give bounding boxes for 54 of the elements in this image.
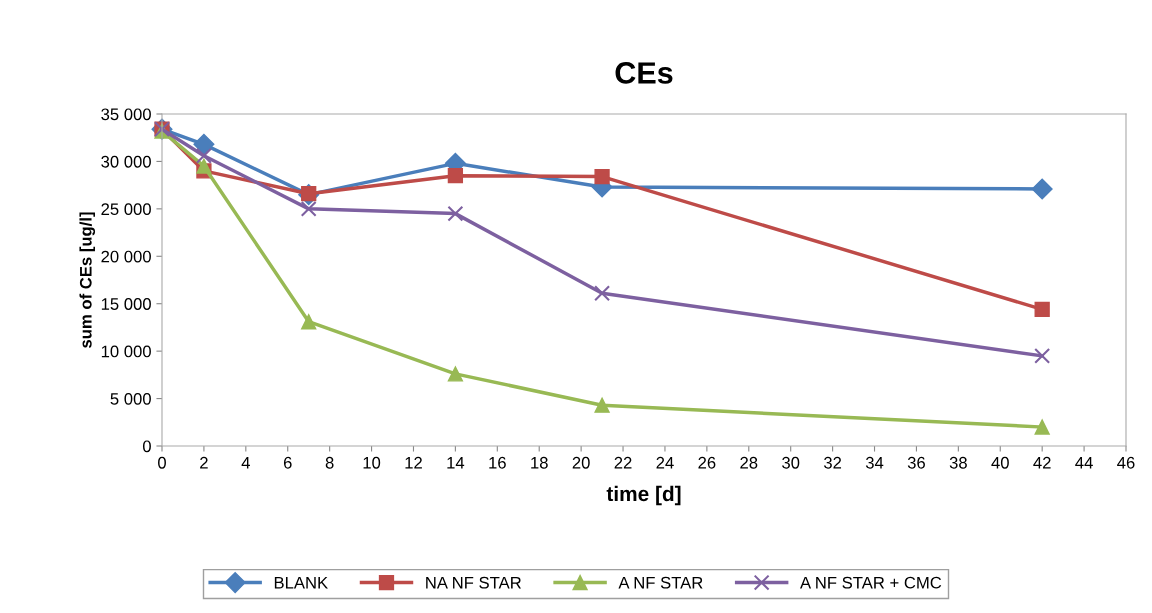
x-tick-label: 24 <box>656 456 674 469</box>
x-tick-label: 0 <box>158 456 166 469</box>
legend-label: A NF STAR + CMC <box>800 576 942 589</box>
point <box>447 205 464 222</box>
point <box>1034 419 1050 435</box>
y-axis-title: sum of CEs [ug/l] <box>79 212 96 348</box>
x-tick-label: 10 <box>363 456 381 469</box>
y-tick-label: 35 000 <box>101 108 151 121</box>
y-tick-label: 15 000 <box>101 298 151 310</box>
point <box>300 200 317 217</box>
legend-label: NA NF STAR <box>426 576 521 589</box>
x-tick-label: 44 <box>1075 457 1093 469</box>
x-tick-label: 12 <box>405 456 422 469</box>
x-tick-label: 4 <box>241 457 250 469</box>
x-tick-label: 8 <box>325 456 334 469</box>
x-tick-label: 14 <box>447 457 465 469</box>
point <box>195 147 212 164</box>
x-tick-label: 46 <box>1117 456 1135 469</box>
point <box>594 397 610 413</box>
x-tick-label: 22 <box>614 456 632 469</box>
x-tick-label: 28 <box>740 456 758 469</box>
x-tick-label: 36 <box>907 456 925 469</box>
point <box>594 285 611 302</box>
legend-label: BLANK <box>274 576 328 589</box>
x-tick-label: 30 <box>782 456 800 469</box>
point <box>447 168 464 184</box>
legend-label: A NF STAR <box>618 576 703 589</box>
point <box>1031 178 1053 200</box>
point <box>1034 301 1050 318</box>
x-tick-label: 34 <box>865 456 884 469</box>
y-tick-label: 25 000 <box>101 203 151 216</box>
point <box>1034 347 1051 364</box>
x-tick-label: 40 <box>991 456 1009 469</box>
y-tick-label: 0 <box>142 440 151 453</box>
y-tick-label: 10 000 <box>101 345 151 358</box>
x-tick-label: 6 <box>283 456 292 469</box>
chart-title: CEs <box>615 62 673 84</box>
x-tick-label: 32 <box>823 456 842 469</box>
x-tick-label: 38 <box>949 456 967 469</box>
point <box>196 158 212 174</box>
x-tick-label: 42 <box>1033 456 1051 469</box>
point <box>193 133 215 155</box>
point <box>594 168 610 185</box>
x-tick-label: 26 <box>698 456 716 469</box>
y-tick-label: 5 000 <box>110 392 151 405</box>
point <box>301 314 317 330</box>
x-tick-label: 16 <box>489 456 506 469</box>
x-tick-label: 2 <box>200 456 208 469</box>
x-tick-label: 18 <box>531 456 548 469</box>
y-tick-label: 20 000 <box>101 250 151 263</box>
x-axis-title: time [d] <box>606 485 681 506</box>
y-tick-label: 30 000 <box>101 155 151 168</box>
x-tick-label: 20 <box>572 456 590 469</box>
point <box>447 366 464 382</box>
